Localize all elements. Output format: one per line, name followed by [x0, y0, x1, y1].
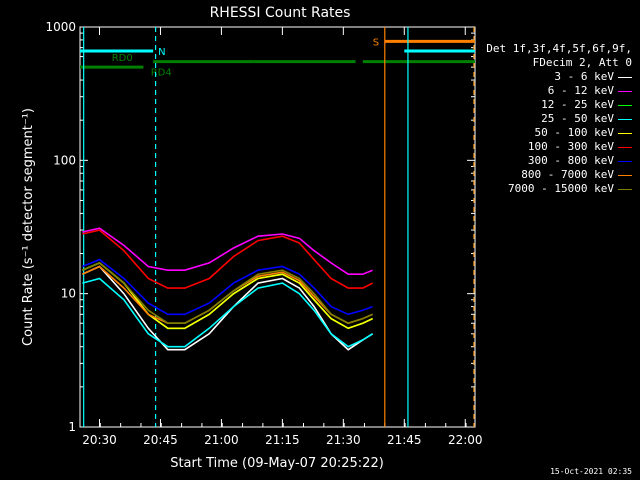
flag-label: RD0: [112, 53, 133, 64]
legend-swatch: [618, 104, 632, 106]
flag-label: RD4: [151, 68, 172, 79]
flag-label: N: [158, 47, 165, 58]
series-line: [82, 227, 373, 275]
x-tick-label: 20:30: [82, 433, 117, 447]
legend-entry: 300 - 800 keV: [472, 154, 632, 168]
legend: Det 1f,3f,4f,5f,6f,9f, FDecim 2, Att 0 3…: [472, 42, 632, 196]
legend-swatch: [618, 174, 632, 176]
legend-entry: 100 - 300 keV: [472, 140, 632, 154]
legend-entry: 50 - 100 keV: [472, 126, 632, 140]
x-tick-label: 21:30: [326, 433, 361, 447]
legend-entry-label: 50 - 100 keV: [534, 126, 614, 139]
x-tick-label: 21:00: [204, 433, 239, 447]
legend-swatch: [618, 132, 632, 134]
legend-swatch: [618, 90, 632, 92]
legend-swatch: [618, 188, 632, 190]
legend-title-line-1: Det 1f,3f,4f,5f,6f,9f,: [486, 42, 632, 55]
legend-swatch: [618, 146, 632, 148]
legend-entry: 25 - 50 keV: [472, 112, 632, 126]
legend-entry-label: 25 - 50 keV: [541, 112, 614, 125]
y-tick-label: 10: [61, 287, 76, 301]
legend-entry: 7000 - 15000 keV: [472, 182, 632, 196]
series-line: [82, 277, 374, 348]
plot-frame: [79, 26, 476, 428]
legend-entry-label: 3 - 6 keV: [554, 70, 614, 83]
chart-title: RHESSI Count Rates: [210, 5, 351, 21]
y-tick-label: 1000: [45, 20, 76, 34]
axis-ticks: 1 10 100 1000 20:30 20:45 21:00 21:15 21:30 21:45…: [45, 20, 482, 447]
legend-swatch: [618, 118, 632, 120]
footer-date: 15-Oct-2021 02:35: [550, 467, 632, 476]
series-lines: [82, 227, 374, 351]
legend-entry-label: 100 - 300 keV: [527, 140, 614, 153]
flag-label: S: [373, 37, 379, 48]
legend-entry: 800 - 7000 keV: [472, 168, 632, 182]
legend-entry: 6 - 12 keV: [472, 84, 632, 98]
y-axis-label: Count Rate (s⁻¹ detector segment⁻¹): [21, 108, 36, 346]
legend-title-line-2: FDecim 2, Att 0: [532, 56, 632, 69]
y-tick-label: 100: [53, 153, 76, 167]
legend-entry: 3 - 6 keV: [472, 70, 632, 84]
series-line: [82, 229, 373, 289]
x-tick-label: 21:45: [387, 433, 422, 447]
y-tick-label: 1: [68, 420, 76, 434]
legend-entry-label: 800 - 7000 keV: [521, 168, 614, 181]
legend-entry-label: 7000 - 15000 keV: [508, 182, 614, 195]
flag-bars: N RD0 RD4 S: [80, 37, 475, 79]
legend-entry-label: 300 - 800 keV: [527, 154, 614, 167]
series-line: [82, 261, 373, 325]
legend-swatch: [618, 76, 632, 78]
legend-entry-label: 6 - 12 keV: [547, 84, 614, 97]
x-axis-label: Start Time (09-May-07 20:25:22): [170, 456, 384, 471]
legend-entry: 12 - 25 keV: [472, 98, 632, 112]
x-tick-label: 21:15: [265, 433, 300, 447]
x-tick-label: 22:00: [448, 433, 483, 447]
vertical-markers: [83, 27, 475, 427]
legend-entry-label: 12 - 25 keV: [541, 98, 614, 111]
series-line: [82, 261, 373, 330]
series-line: [82, 265, 374, 351]
legend-swatch: [618, 160, 632, 162]
x-tick-label: 20:45: [143, 433, 178, 447]
series-line: [82, 258, 373, 316]
